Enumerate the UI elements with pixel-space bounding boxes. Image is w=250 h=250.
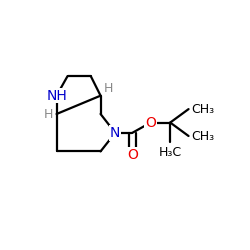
Text: H: H — [43, 108, 53, 120]
Text: O: O — [127, 148, 138, 162]
Text: H: H — [104, 82, 113, 95]
Text: CH₃: CH₃ — [192, 102, 214, 116]
Text: O: O — [145, 116, 156, 130]
Text: H₃C: H₃C — [159, 146, 182, 159]
Text: NH: NH — [46, 89, 67, 103]
Text: CH₃: CH₃ — [192, 130, 214, 142]
Text: N: N — [110, 126, 120, 140]
